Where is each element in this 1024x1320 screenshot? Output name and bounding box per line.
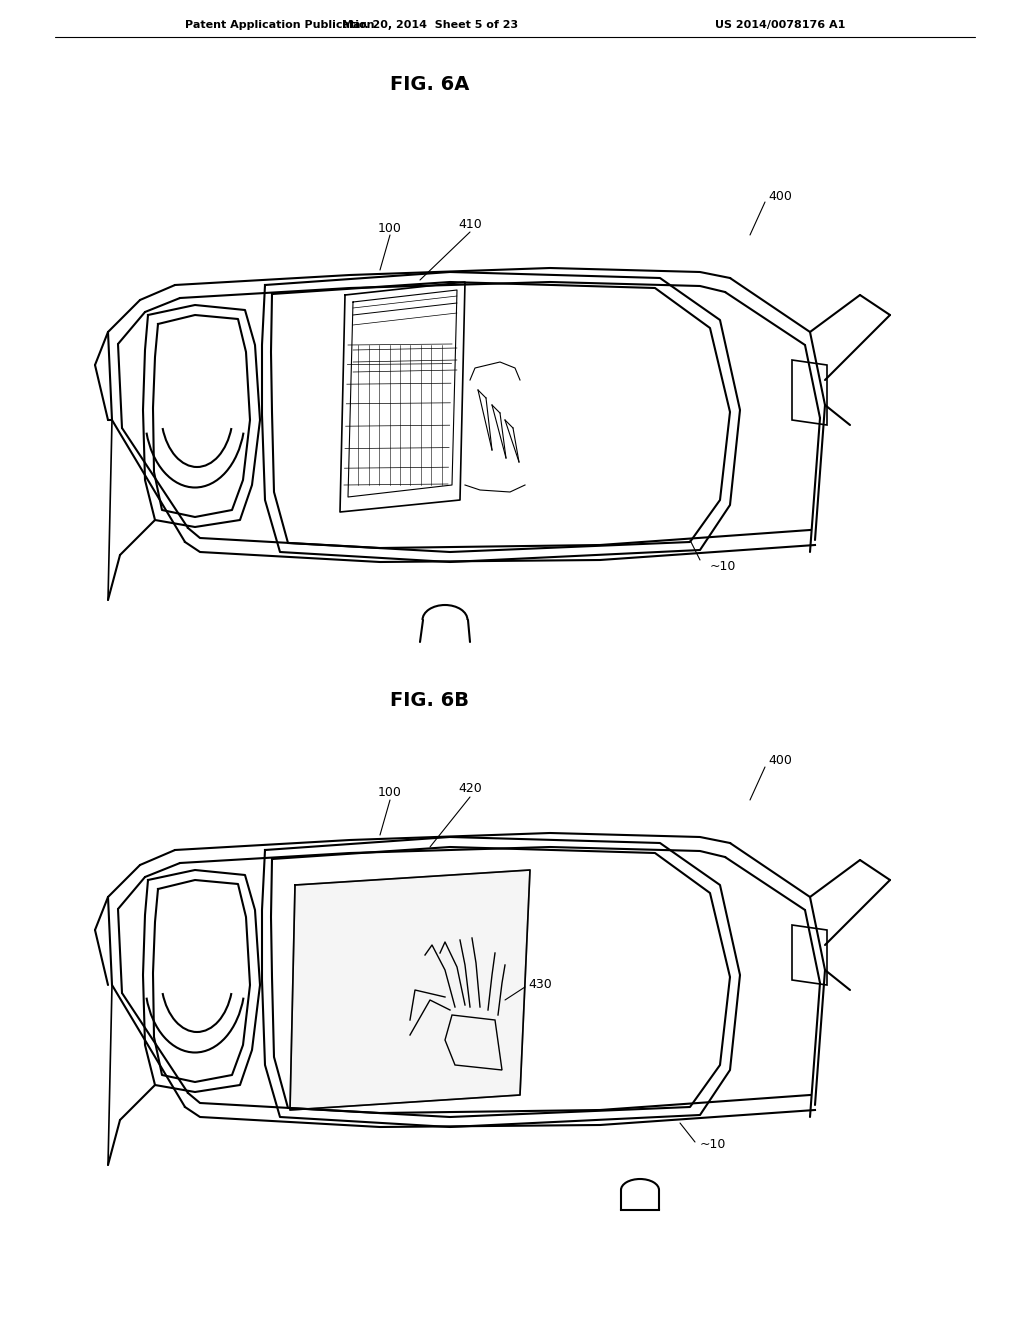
- Text: 100: 100: [378, 785, 402, 799]
- Text: 100: 100: [378, 222, 402, 235]
- Text: ~10: ~10: [700, 1138, 726, 1151]
- Text: FIG. 6A: FIG. 6A: [390, 75, 470, 95]
- Text: ~10: ~10: [710, 561, 736, 573]
- Text: Patent Application Publication: Patent Application Publication: [185, 20, 375, 30]
- Text: US 2014/0078176 A1: US 2014/0078176 A1: [715, 20, 845, 30]
- Text: 400: 400: [768, 755, 792, 767]
- Text: 430: 430: [528, 978, 552, 991]
- Polygon shape: [290, 870, 530, 1110]
- Text: FIG. 6B: FIG. 6B: [390, 690, 469, 710]
- Text: Mar. 20, 2014  Sheet 5 of 23: Mar. 20, 2014 Sheet 5 of 23: [342, 20, 518, 30]
- Text: 410: 410: [458, 219, 482, 231]
- Text: 420: 420: [458, 783, 482, 796]
- Text: 400: 400: [768, 190, 792, 202]
